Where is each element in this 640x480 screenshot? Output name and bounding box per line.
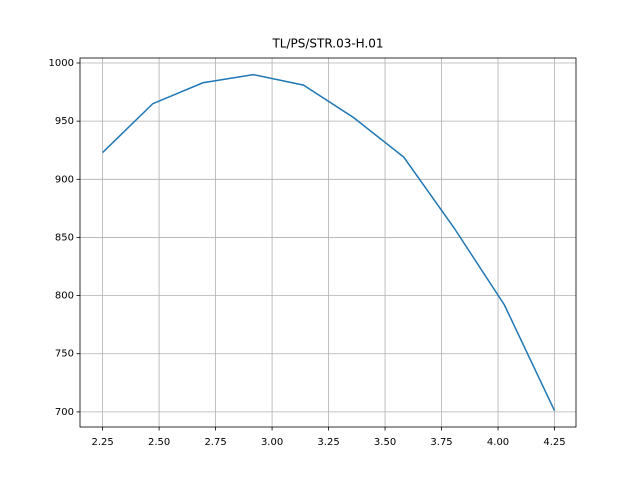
y-tick-label: 700	[55, 407, 74, 418]
x-tick-label: 2.75	[204, 437, 226, 448]
line	[102, 73, 556, 412]
chart-title: TL/PS/STR.03-H.01	[271, 37, 383, 51]
x-tick-label: 2.50	[148, 437, 170, 448]
y-tick-label: 850	[55, 232, 74, 243]
x-tick-label: 3.00	[261, 437, 283, 448]
y-tick-label: 1000	[49, 58, 74, 69]
x-tick-label: 4.25	[543, 437, 565, 448]
y-tick-label: 800	[55, 291, 74, 302]
x-tick-label: 3.50	[374, 437, 396, 448]
x-tick-label: 2.25	[91, 437, 113, 448]
y-tick-label: 750	[55, 349, 74, 360]
y-tick-label: 950	[55, 116, 74, 127]
x-tick-label: 4.00	[487, 437, 509, 448]
y-tick-label: 900	[55, 174, 74, 185]
plot-frame	[79, 57, 577, 428]
x-tick-label: 3.75	[430, 437, 452, 448]
x-tick-label: 3.25	[317, 437, 339, 448]
